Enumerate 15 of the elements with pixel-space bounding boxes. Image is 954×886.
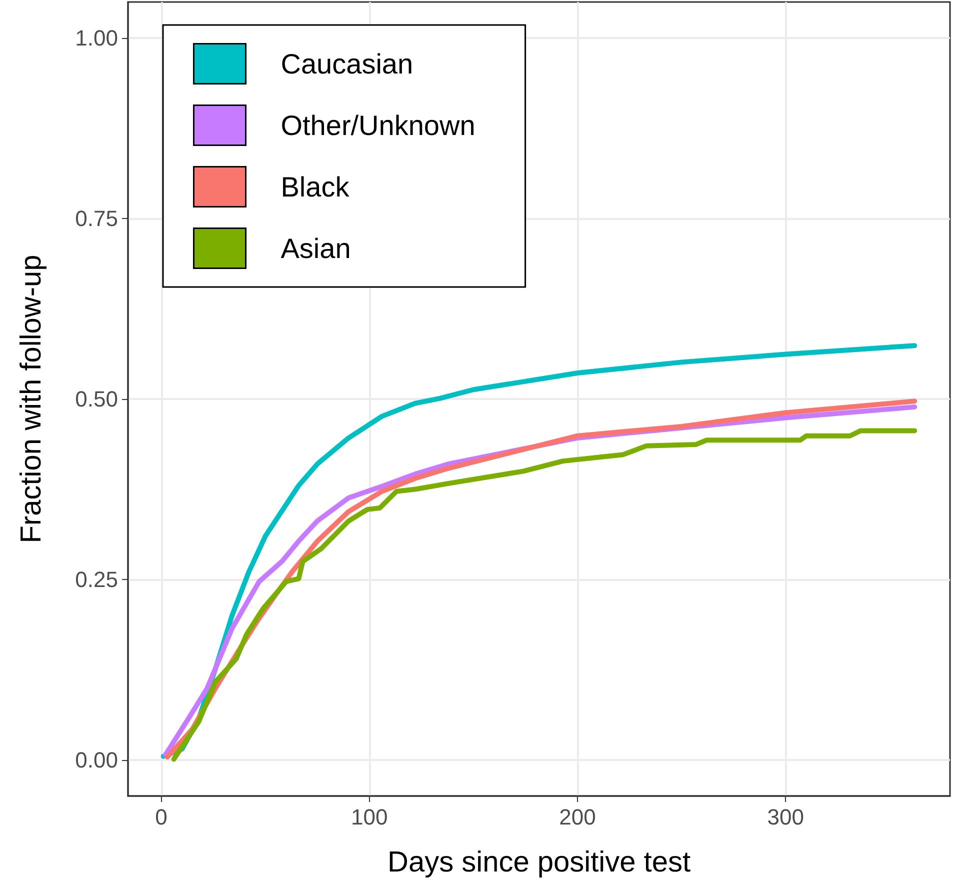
- y-tick-label: 0.50: [75, 386, 118, 412]
- legend-label: Asian: [280, 232, 351, 264]
- y-axis-title: Fraction with follow-up: [16, 254, 48, 544]
- legend-label: Black: [280, 171, 350, 202]
- x-tick-label: 0: [155, 804, 168, 830]
- legend-label: Caucasian: [280, 48, 414, 80]
- x-tick-label: 100: [351, 804, 388, 830]
- x-tick-label: 300: [767, 804, 804, 830]
- legend-label: Other/Unknown: [280, 110, 476, 141]
- x-tick-label: 200: [559, 804, 596, 830]
- y-tick-label: 0.75: [75, 206, 118, 232]
- y-tick-label: 0.00: [75, 747, 118, 772]
- x-axis-title: Days since positive test: [387, 846, 691, 878]
- y-tick-label: 1.00: [75, 26, 118, 51]
- y-tick-label: 0.25: [75, 566, 118, 592]
